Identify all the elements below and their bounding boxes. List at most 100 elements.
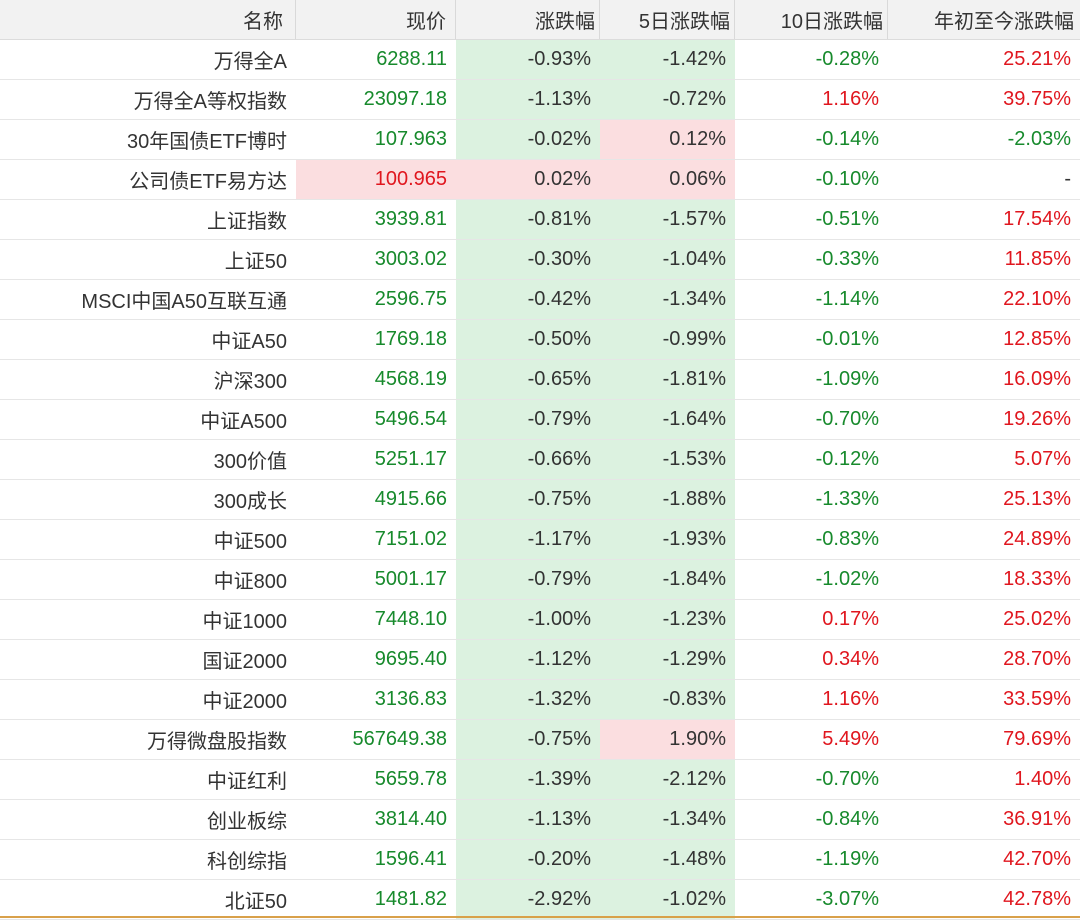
change-cell: -0.42% — [456, 280, 600, 319]
price-cell: 9695.40 — [374, 648, 447, 670]
index-name-cell: 300成长 — [213, 491, 287, 513]
change-10d-cell: 1.16% — [822, 688, 879, 710]
change-ytd-cell: 33.59% — [1003, 688, 1071, 710]
table-row[interactable]: 中证红利 5659.78 -1.39% -2.12% -0.70% 1.40% — [0, 760, 1080, 800]
change-10d-cell: -0.51% — [815, 208, 879, 230]
change-ytd-cell: -2.03% — [1007, 128, 1071, 150]
column-header-change-5d[interactable]: 5日涨跌幅 — [600, 0, 735, 39]
change-ytd-cell: 79.69% — [1003, 728, 1071, 750]
change-cell: -0.75% — [456, 720, 600, 759]
change-5d-cell: -1.34% — [600, 800, 735, 839]
price-cell: 23097.18 — [363, 88, 447, 110]
index-name-cell: 万得全A等权指数 — [133, 91, 287, 113]
change-5d-cell: -1.04% — [600, 240, 735, 279]
table-row[interactable]: 国证2000 9695.40 -1.12% -1.29% 0.34% 28.70% — [0, 640, 1080, 680]
change-5d-cell: -1.34% — [600, 280, 735, 319]
change-cell: -1.39% — [456, 760, 600, 799]
index-name-cell: 中证1000 — [202, 611, 288, 633]
index-name-cell: 中证800 — [213, 571, 287, 593]
table-row[interactable]: 中证A50 1769.18 -0.50% -0.99% -0.01% 12.85% — [0, 320, 1080, 360]
change-10d-cell: -0.70% — [815, 768, 879, 790]
change-ytd-cell: 36.91% — [1003, 808, 1071, 830]
change-5d-cell: 0.12% — [600, 120, 735, 159]
table-row[interactable]: 上证指数 3939.81 -0.81% -1.57% -0.51% 17.54% — [0, 200, 1080, 240]
change-cell: -0.02% — [456, 120, 600, 159]
change-5d-cell: 1.90% — [600, 720, 735, 759]
change-5d-cell: -1.23% — [600, 600, 735, 639]
price-cell: 3814.40 — [374, 808, 447, 830]
table-row[interactable]: 上证50 3003.02 -0.30% -1.04% -0.33% 11.85% — [0, 240, 1080, 280]
change-10d-cell: -1.19% — [815, 848, 879, 870]
column-header-change[interactable]: 涨跌幅 — [456, 0, 600, 39]
index-name-cell: 上证50 — [224, 251, 287, 273]
table-row[interactable]: 公司债ETF易方达 100.965 0.02% 0.06% -0.10% - — [0, 160, 1080, 200]
table-row[interactable]: MSCI中国A50互联互通 2596.75 -0.42% -1.34% -1.14% 22… — [0, 280, 1080, 320]
change-10d-cell: -0.14% — [815, 128, 879, 150]
change-10d-cell: -0.28% — [815, 48, 879, 70]
change-10d-cell: -1.02% — [815, 568, 879, 590]
change-5d-cell: -1.93% — [600, 520, 735, 559]
change-5d-cell: -1.48% — [600, 840, 735, 879]
table-row[interactable]: 科创综指 1596.41 -0.20% -1.48% -1.19% 42.70% — [0, 840, 1080, 880]
index-name-cell: 国证2000 — [202, 651, 288, 673]
change-ytd-cell: 25.21% — [1003, 48, 1071, 70]
change-ytd-cell: 28.70% — [1003, 648, 1071, 670]
table-row[interactable]: 沪深300 4568.19 -0.65% -1.81% -1.09% 16.09% — [0, 360, 1080, 400]
table-row[interactable]: 北证50 1481.82 -2.92% -1.02% -3.07% 42.78% — [0, 880, 1080, 920]
index-name-cell: 万得微盘股指数 — [147, 731, 287, 753]
price-cell: 5001.17 — [374, 568, 447, 590]
change-cell: -0.79% — [456, 560, 600, 599]
table-row[interactable]: 创业板综 3814.40 -1.13% -1.34% -0.84% 36.91% — [0, 800, 1080, 840]
change-ytd-cell: 12.85% — [1003, 328, 1071, 350]
change-cell: -0.65% — [456, 360, 600, 399]
change-ytd-cell: 17.54% — [1003, 208, 1071, 230]
table-row[interactable]: 30年国债ETF博时 107.963 -0.02% 0.12% -0.14% -2.03% — [0, 120, 1080, 160]
table-row[interactable]: 中证2000 3136.83 -1.32% -0.83% 1.16% 33.59% — [0, 680, 1080, 720]
price-cell: 4915.66 — [374, 488, 447, 510]
column-header-change-10d[interactable]: 10日涨跌幅 — [735, 0, 888, 39]
change-ytd-cell: 1.40% — [1014, 768, 1071, 790]
change-cell: -0.93% — [456, 40, 600, 79]
price-cell: 567649.38 — [352, 728, 447, 750]
change-10d-cell: -0.70% — [815, 408, 879, 430]
index-name-cell: 中证A500 — [200, 411, 287, 433]
change-ytd-cell: 24.89% — [1003, 528, 1071, 550]
price-cell: 3939.81 — [374, 208, 447, 230]
index-name-cell: 北证50 — [224, 891, 287, 913]
index-name-cell: 300价值 — [213, 451, 287, 473]
column-header-name[interactable]: 名称 — [0, 0, 296, 39]
change-10d-cell: -0.12% — [815, 448, 879, 470]
change-10d-cell: -0.84% — [815, 808, 879, 830]
table-header: 名称 现价 涨跌幅 5日涨跌幅 10日涨跌幅 年初至今涨跌幅 — [0, 0, 1080, 40]
change-cell: -1.12% — [456, 640, 600, 679]
table-row[interactable]: 300成长 4915.66 -0.75% -1.88% -1.33% 25.13% — [0, 480, 1080, 520]
table-row[interactable]: 中证1000 7448.10 -1.00% -1.23% 0.17% 25.02% — [0, 600, 1080, 640]
column-header-change-ytd[interactable]: 年初至今涨跌幅 — [934, 11, 1074, 33]
table-row[interactable]: 万得全A等权指数 23097.18 -1.13% -0.72% 1.16% 39.75% — [0, 80, 1080, 120]
table-row[interactable]: 中证500 7151.02 -1.17% -1.93% -0.83% 24.89% — [0, 520, 1080, 560]
column-header-price[interactable]: 现价 — [296, 0, 456, 39]
change-10d-cell: 1.16% — [822, 88, 879, 110]
change-ytd-cell: 25.02% — [1003, 608, 1071, 630]
price-cell: 1596.41 — [374, 848, 447, 870]
table-row[interactable]: 中证800 5001.17 -0.79% -1.84% -1.02% 18.33% — [0, 560, 1080, 600]
table-row[interactable]: 300价值 5251.17 -0.66% -1.53% -0.12% 5.07% — [0, 440, 1080, 480]
change-cell: -0.66% — [456, 440, 600, 479]
change-ytd-cell: 25.13% — [1003, 488, 1071, 510]
change-ytd-cell: 42.78% — [1003, 888, 1071, 910]
change-5d-cell: -1.88% — [600, 480, 735, 519]
price-cell: 100.965 — [296, 160, 456, 199]
change-cell: -0.30% — [456, 240, 600, 279]
change-5d-cell: -1.02% — [600, 880, 735, 919]
change-cell: -1.13% — [456, 80, 600, 119]
index-name-cell: 上证指数 — [207, 211, 287, 233]
change-5d-cell: -1.57% — [600, 200, 735, 239]
table-row[interactable]: 中证A500 5496.54 -0.79% -1.64% -0.70% 19.26% — [0, 400, 1080, 440]
change-ytd-cell: 19.26% — [1003, 408, 1071, 430]
table-row[interactable]: 万得全A 6288.11 -0.93% -1.42% -0.28% 25.21% — [0, 40, 1080, 80]
change-10d-cell: -1.33% — [815, 488, 879, 510]
price-cell: 2596.75 — [374, 288, 447, 310]
table-row[interactable]: 万得微盘股指数 567649.38 -0.75% 1.90% 5.49% 79.69% — [0, 720, 1080, 760]
index-name-cell: 中证红利 — [207, 771, 287, 793]
